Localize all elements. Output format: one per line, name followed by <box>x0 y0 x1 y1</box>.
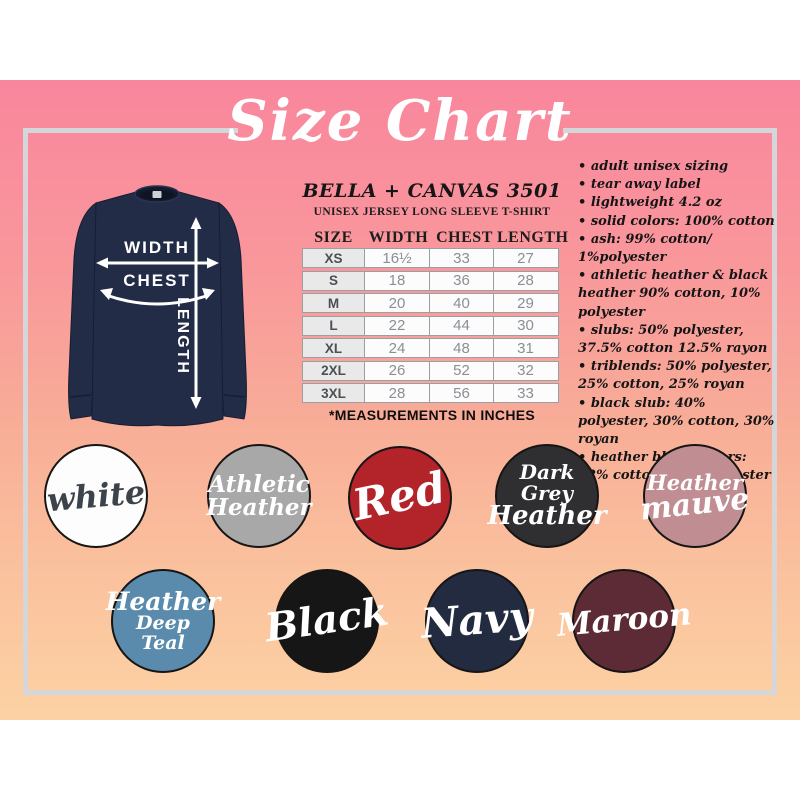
chest-cell: 52 <box>429 360 494 381</box>
detail-item: slubs: 50% polyester, 37.5% cotton 12.5%… <box>578 322 780 358</box>
size-table: XS 16½ 33 27 S 18 36 28 M 20 40 29 L 22 … <box>302 248 559 406</box>
chest-cell: 33 <box>429 248 494 268</box>
color-swatch-heather-deep-teal: Heather Deep Teal <box>106 569 220 673</box>
detail-item: black slub: 40% polyester, 30% cotton, 3… <box>578 395 780 450</box>
table-row: L 22 44 30 <box>302 315 559 336</box>
header-width: WIDTH <box>368 229 429 246</box>
width-arrow <box>96 257 219 269</box>
size-cell: L <box>302 315 365 336</box>
size-chart-poster: Size Chart WIDTH CHEST <box>0 80 800 720</box>
chest-arrow <box>100 288 215 306</box>
length-cell: 28 <box>492 270 559 291</box>
color-swatch-white: white <box>44 444 148 548</box>
detail-item: ash: 99% cotton/ 1%polyester <box>578 231 780 267</box>
size-cell: M <box>302 293 365 313</box>
color-swatch-heather-mauve: Heather mauve <box>639 444 751 548</box>
swatch-label: mauve <box>638 481 752 528</box>
table-row: M 20 40 29 <box>302 293 559 313</box>
detail-item: athletic heather & black heather 90% cot… <box>578 267 780 322</box>
color-swatch-athletic-heather: Athletic Heather <box>206 444 312 548</box>
swatch-label: Navy <box>419 592 535 648</box>
width-cell: 28 <box>363 383 431 403</box>
table-row: 2XL 26 52 32 <box>302 360 559 381</box>
frame-line-top-left <box>23 128 238 133</box>
header-length: LENGTH <box>497 229 569 246</box>
frame-line-top-right <box>563 128 777 133</box>
header-chest: CHEST <box>436 229 493 246</box>
size-cell: S <box>302 270 365 291</box>
color-swatch-navy: Navy <box>420 569 534 673</box>
length-cell: 29 <box>492 293 559 313</box>
swatch-label: Heather <box>105 586 221 616</box>
color-swatch-red: Red <box>348 446 452 550</box>
page-title: Size Chart <box>227 88 573 154</box>
swatch-label: white <box>45 472 147 519</box>
detail-item: triblends: 50% polyester, 25% cotton, 25… <box>578 358 780 394</box>
product-subtitle: UNISEX JERSEY LONG SLEEVE T-SHIRT <box>313 206 551 218</box>
table-row: 3XL 28 56 33 <box>302 383 559 403</box>
swatch-label: Black <box>262 588 392 652</box>
neck-tag <box>152 191 162 198</box>
detail-item: lightweight 4.2 oz <box>578 194 780 212</box>
chest-cell: 40 <box>429 293 494 313</box>
length-label: LENGTH <box>174 297 191 375</box>
length-cell: 27 <box>492 248 559 268</box>
shirt-right-sleeve <box>218 202 247 420</box>
chest-cell: 36 <box>429 270 494 291</box>
swatch-label: Red <box>349 462 451 532</box>
length-cell: 31 <box>492 338 559 358</box>
length-cell: 32 <box>492 360 559 381</box>
swatch-label: Maroon <box>555 596 693 644</box>
width-cell: 20 <box>363 293 431 313</box>
swatch-label: Heather <box>487 501 607 532</box>
color-swatch-maroon: Maroon <box>555 569 693 673</box>
swatch-label: Dark Grey <box>519 460 575 505</box>
length-cell: 30 <box>492 315 559 336</box>
shirt-measurement-diagram: WIDTH CHEST LENGTH <box>68 185 247 427</box>
cuff-seam-right <box>223 394 246 398</box>
table-row: XL 24 48 31 <box>302 338 559 358</box>
width-cell: 22 <box>363 315 431 336</box>
length-cell: 33 <box>492 383 559 403</box>
frame-line-left <box>23 128 28 695</box>
width-cell: 16½ <box>363 248 431 268</box>
chest-label: CHEST <box>123 271 191 290</box>
chest-cell: 56 <box>429 383 494 403</box>
color-swatch-black: Black <box>262 569 391 673</box>
cuff-seam-left <box>69 394 92 398</box>
width-cell: 24 <box>363 338 431 358</box>
table-footnote: *MEASUREMENTS IN INCHES <box>328 407 536 423</box>
shirt-body <box>91 188 224 427</box>
product-details-list: adult unisex sizing tear away label ligh… <box>578 158 780 486</box>
header-size: SIZE <box>314 229 353 246</box>
swatch-label: Deep Teal <box>136 612 190 654</box>
size-cell: 3XL <box>302 383 365 403</box>
detail-item: adult unisex sizing <box>578 158 780 176</box>
detail-item: solid colors: 100% cotton <box>578 213 780 231</box>
size-table-header: SIZE WIDTH CHEST LENGTH <box>302 229 569 247</box>
shirt-left-sleeve <box>68 202 97 420</box>
width-cell: 26 <box>363 360 431 381</box>
size-cell: XS <box>302 248 365 268</box>
swatch-label: Athletic <box>208 470 310 498</box>
width-label: WIDTH <box>124 238 190 257</box>
swatch-label: Heather <box>206 494 312 521</box>
swatch-label: Heather <box>646 469 744 495</box>
size-cell: XL <box>302 338 365 358</box>
color-swatch-dark-grey-heather: Dark Grey Heather <box>487 444 607 548</box>
length-arrow <box>190 217 202 409</box>
table-row: XS 16½ 33 27 <box>302 248 559 268</box>
chest-cell: 48 <box>429 338 494 358</box>
width-cell: 18 <box>363 270 431 291</box>
detail-item: tear away label <box>578 176 780 194</box>
size-cell: 2XL <box>302 360 365 381</box>
product-name: BELLA + CANVAS 3501 <box>302 180 562 202</box>
table-row: S 18 36 28 <box>302 270 559 291</box>
chest-cell: 44 <box>429 315 494 336</box>
frame-line-bottom <box>23 690 777 695</box>
